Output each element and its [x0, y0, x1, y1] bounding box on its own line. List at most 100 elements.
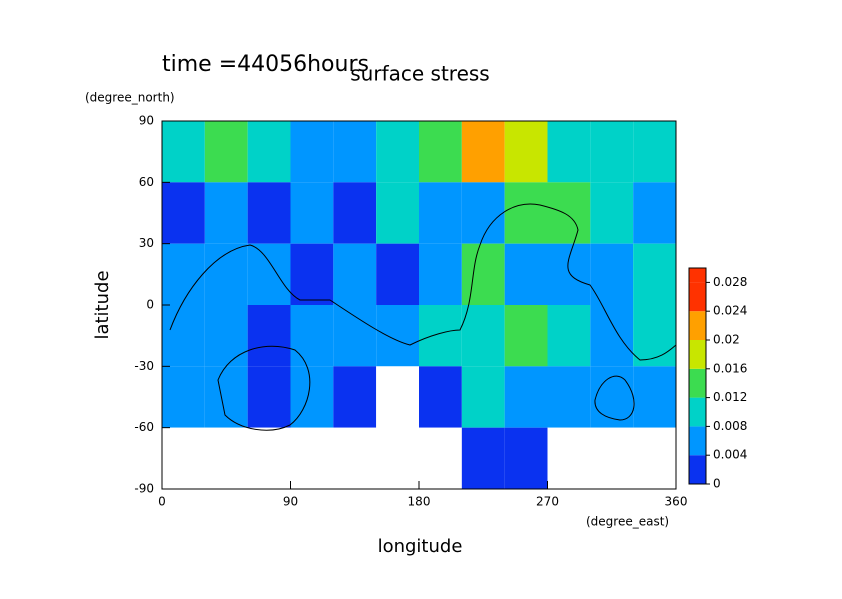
colorbar-tick-label: 0.016 — [713, 361, 747, 375]
cell — [419, 182, 462, 244]
cell — [504, 305, 548, 367]
cell — [333, 366, 377, 428]
x-tick-label: 180 — [408, 495, 431, 509]
colorbar-bin — [689, 455, 706, 484]
cell — [290, 427, 334, 489]
cell — [333, 182, 377, 244]
cell — [290, 182, 334, 244]
cell — [247, 305, 291, 367]
cell — [376, 427, 419, 489]
y-tick-label: -60 — [134, 420, 154, 434]
cell — [504, 366, 548, 428]
colorbar-tick-label: 0.024 — [713, 304, 747, 318]
cell — [547, 243, 591, 305]
x-tick-label: 360 — [665, 495, 688, 509]
colorbar-bin — [689, 368, 706, 398]
colorbar-tick-label: 0.004 — [713, 448, 747, 462]
cell — [290, 121, 334, 183]
cell — [590, 121, 634, 183]
cell — [419, 305, 462, 367]
cell — [590, 243, 634, 305]
cell — [204, 121, 248, 183]
cell — [204, 305, 248, 367]
cell — [590, 182, 634, 244]
cell — [204, 366, 248, 428]
cell — [633, 366, 676, 428]
colorbar-bin — [689, 340, 706, 369]
y-unit: (degree_north) — [85, 91, 175, 105]
field — [162, 121, 676, 489]
colorbar-tick-label: 0.012 — [713, 390, 747, 404]
y-tick-label: -90 — [134, 482, 154, 496]
cell — [419, 427, 462, 489]
cell — [247, 243, 291, 305]
cell — [247, 182, 291, 244]
cell — [547, 427, 591, 489]
cell — [162, 427, 205, 489]
cell — [290, 305, 334, 367]
cell — [461, 427, 505, 489]
colorbar-bin — [689, 426, 706, 456]
cell — [633, 182, 676, 244]
cell — [633, 305, 676, 367]
cell — [162, 121, 205, 183]
cell — [333, 427, 377, 489]
chart-title: surface stress — [350, 62, 489, 86]
cell — [633, 243, 676, 305]
y-tick-label: 90 — [139, 114, 154, 128]
x-axis-label: longitude — [378, 536, 463, 557]
x-unit: (degree_east) — [586, 515, 669, 529]
colorbar-tick-label: 0.008 — [713, 419, 747, 433]
x-tick-label: 0 — [158, 495, 166, 509]
cell — [376, 182, 419, 244]
cell — [633, 121, 676, 183]
colorbar-bin — [689, 311, 706, 340]
cell — [247, 427, 291, 489]
cell — [461, 121, 505, 183]
cell — [376, 305, 419, 367]
cell — [461, 243, 505, 305]
cell — [504, 121, 548, 183]
cell — [204, 427, 248, 489]
cell — [290, 243, 334, 305]
cell — [247, 121, 291, 183]
x-tick-label: 90 — [283, 495, 298, 509]
y-tick-label: -30 — [134, 359, 154, 373]
y-tick-label: 60 — [139, 175, 154, 189]
cell — [547, 305, 591, 367]
cell — [419, 121, 462, 183]
chart-subtitle: time =44056hours — [162, 52, 369, 77]
cell — [547, 366, 591, 428]
cell — [461, 182, 505, 244]
colorbar-frame — [688, 267, 707, 485]
cell — [376, 121, 419, 183]
y-tick-label: 0 — [146, 298, 154, 312]
y-tick-label: 30 — [139, 236, 154, 250]
cell — [590, 305, 634, 367]
cell — [376, 243, 419, 305]
cell — [162, 305, 205, 367]
cell — [247, 366, 291, 428]
cell — [461, 305, 505, 367]
cell — [504, 182, 548, 244]
cell — [162, 366, 205, 428]
colorbar-tick-label: 0.028 — [713, 275, 747, 289]
coastlines — [169, 203, 677, 431]
cell — [504, 243, 548, 305]
colorbar-bin — [689, 397, 706, 427]
cell — [590, 427, 634, 489]
cell — [333, 305, 377, 367]
cell — [504, 427, 548, 489]
cell — [376, 366, 419, 428]
cell — [547, 182, 591, 244]
colorbar-bin — [689, 282, 706, 312]
y-axis-label: latitude — [92, 270, 113, 339]
cell — [419, 366, 462, 428]
colorbar-tick-label: 0.02 — [713, 333, 740, 347]
cell — [204, 182, 248, 244]
colorbar-bin — [689, 268, 706, 283]
colorbar-tick-label: 0 — [713, 477, 721, 491]
cell — [204, 243, 248, 305]
cell — [333, 243, 377, 305]
